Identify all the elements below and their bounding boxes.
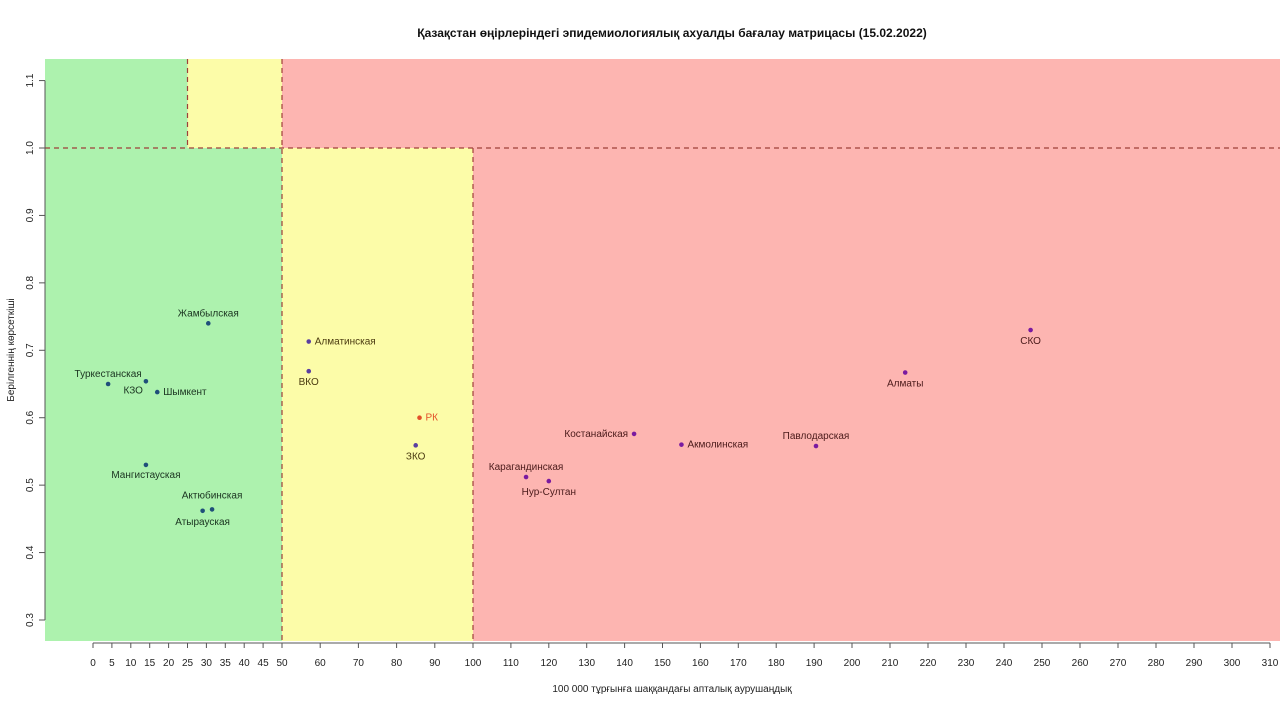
x-tick-label: 210 [882,658,899,669]
x-tick-label: 260 [1072,658,1089,669]
y-axis-label: Берілгеннің көрсеткіші [6,298,17,401]
data-point [417,415,422,421]
data-point [154,389,160,395]
x-tick-label: 130 [578,658,595,669]
data-point-label: Костанайская [564,429,628,440]
data-point [209,507,215,512]
x-tick-label: 220 [920,658,937,669]
data-points: Жамбылская Туркестанская КЗО Шымкент Мангист… [75,307,1042,527]
data-point-label: Акмолинская [687,440,748,451]
y-tick-label: 0.7 [25,343,36,357]
data-point [546,478,552,484]
x-tick-label: 80 [391,658,403,669]
data-point [413,443,419,448]
x-tick-label: 45 [258,658,270,669]
x-tick-label: 310 [1262,658,1279,669]
y-tick-label: 0.3 [25,613,36,627]
data-point-label: Карагандинская [489,462,564,473]
data-point-label: Павлодарская [783,431,850,442]
data-point [205,321,211,326]
data-point-label: Нур-Султан [522,487,576,498]
data-point-label: Атырауская [175,517,230,528]
x-tick-label: 0 [90,658,96,669]
x-tick-label: 180 [768,658,785,669]
zone-green-upper [45,59,188,148]
x-tick-label: 20 [163,658,175,669]
x-tick-label: 280 [1148,658,1165,669]
axes: 0 5 10 15 20 25 30 35 40 45 50 60 70 80 90 100 110 120 130… [25,73,1279,669]
data-point-label: ЗКО [406,451,426,462]
x-tick-label: 240 [996,658,1013,669]
zone-red-upper [282,59,1280,148]
x-tick-label: 15 [144,658,156,669]
data-point [105,381,111,387]
threshold-lines [45,59,1280,641]
data-point [306,339,312,344]
x-tick-label: 290 [1186,658,1203,669]
data-point [523,474,529,480]
x-tick-label: 270 [1110,658,1127,669]
data-point-label: Жамбылская [178,307,239,319]
x-axis-label: 100 000 тұрғынға шаққандағы апталық ауру… [552,684,792,695]
risk-zones [45,59,1280,641]
x-tick-label: 200 [844,658,861,669]
x-tick-label: 10 [125,658,137,669]
x-tick-label: 35 [220,658,232,669]
data-point [306,368,312,374]
data-point [143,379,149,384]
data-point-label: Алматы [887,379,924,390]
data-point-label: КЗО [123,385,143,396]
x-tick-label: 5 [109,658,115,669]
y-tick-label: 1.1 [25,73,36,87]
data-point [143,462,149,468]
x-tick-label: 120 [540,658,557,669]
data-point-label: Туркестанская [75,369,142,380]
x-tick-label: 140 [616,658,633,669]
x-tick-label: 250 [1034,658,1051,669]
data-point-label: РК [426,413,439,424]
data-point [1028,327,1033,333]
x-tick-label: 170 [730,658,747,669]
data-point-label: Актюбинская [182,489,243,501]
x-tick-label: 150 [654,658,671,669]
x-tick-label: 230 [958,658,975,669]
x-tick-label: 60 [315,658,327,669]
x-tick-label: 100 [465,658,482,669]
x-tick-label: 90 [429,658,441,669]
x-tick-label: 70 [353,658,365,669]
x-tick-label: 190 [806,658,823,669]
y-tick-label: 0.6 [25,410,36,424]
data-point [813,443,819,449]
zone-yellow-upper [187,59,282,148]
zone-green-lower [45,148,282,641]
data-point-label: Мангистауская [111,470,180,481]
zone-yellow-lower [282,148,473,641]
zone-red-lower [473,148,1280,641]
x-tick-label: 30 [201,658,213,669]
data-point-label: Алматинская [315,337,376,348]
data-point-label: СКО [1020,336,1041,347]
x-tick-label: 300 [1224,658,1241,669]
data-point-label: Шымкент [163,387,207,398]
x-tick-label: 110 [503,658,519,669]
y-tick-label: 1.0 [25,141,36,155]
x-tick-label: 40 [239,658,251,669]
data-point [679,442,684,447]
y-tick-label: 0.4 [25,545,36,559]
data-point [631,431,637,437]
y-tick-label: 0.8 [25,275,36,289]
x-tick-label: 50 [276,658,288,669]
data-point-label: ВКО [299,377,319,388]
data-point [902,370,908,375]
data-point [200,508,205,514]
x-tick-label: 25 [182,658,194,669]
x-tick-label: 160 [692,658,709,669]
chart-title: Қазақстан өңірлеріндегі эпидемиологиялық… [417,26,927,40]
y-tick-label: 0.5 [25,478,36,492]
y-tick-label: 0.9 [25,208,36,222]
